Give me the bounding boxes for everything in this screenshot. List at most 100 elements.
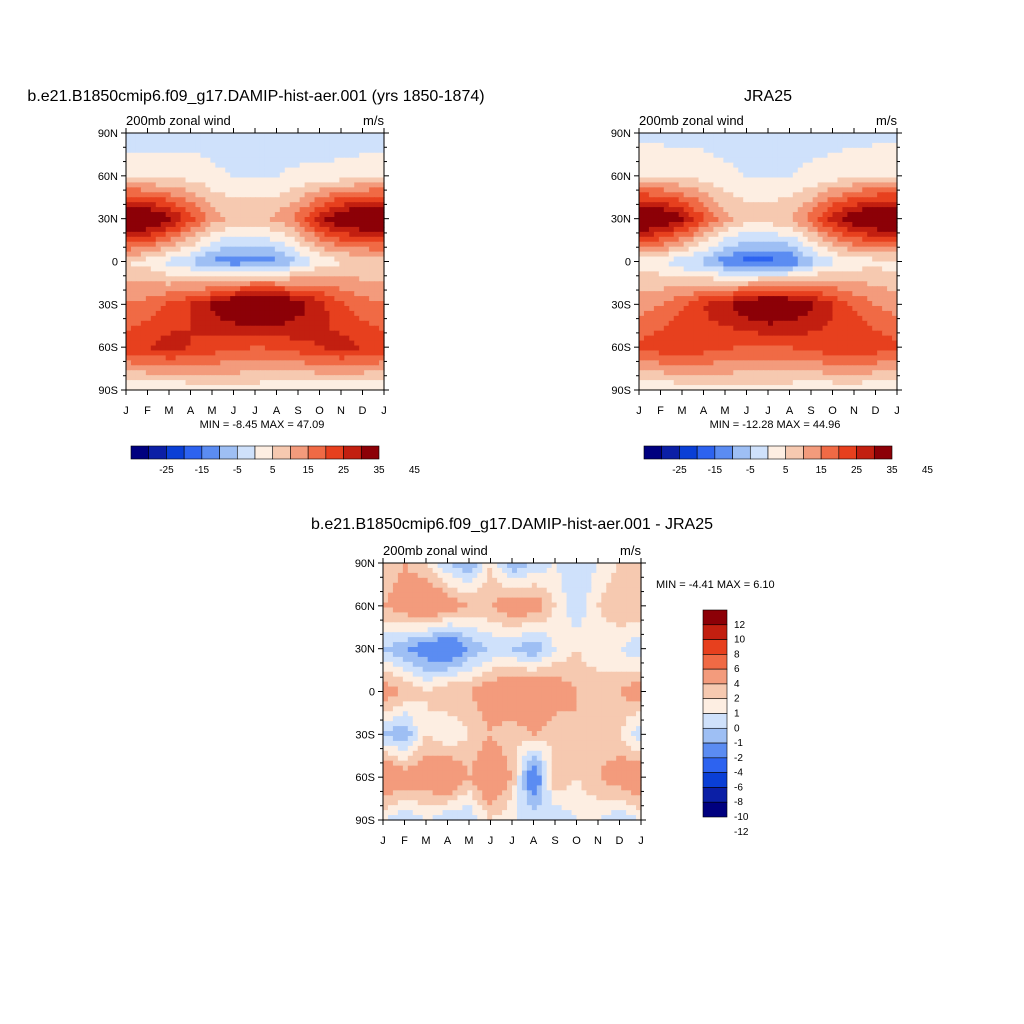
heatmap-cell	[758, 221, 764, 228]
heatmap-cell	[892, 276, 898, 282]
heatmap-cell	[683, 137, 690, 144]
heatmap-cell	[314, 192, 321, 198]
heatmap-cell	[240, 236, 246, 243]
heatmap-cell	[797, 276, 804, 282]
heatmap-cell	[792, 271, 799, 277]
heatmap-cell	[723, 142, 729, 149]
heatmap-cell	[200, 187, 206, 193]
heatmap-cell	[708, 330, 715, 337]
heatmap-cell	[225, 305, 231, 312]
heatmap-cell	[738, 221, 744, 228]
heatmap-cell	[703, 162, 710, 169]
heatmap-cell	[245, 212, 251, 218]
heatmap-cell	[269, 296, 276, 302]
heatmap-cell	[259, 251, 266, 258]
heatmap-cell	[329, 221, 335, 228]
heatmap-cell	[225, 212, 231, 218]
heatmap-cell	[294, 330, 301, 337]
heatmap-cell	[862, 142, 868, 149]
heatmap-cell	[738, 320, 744, 327]
heatmap-cell	[235, 350, 241, 356]
heatmap-cell	[827, 251, 834, 258]
heatmap-cell	[165, 340, 172, 347]
heatmap-cell	[185, 350, 192, 356]
heatmap-cell	[653, 221, 660, 228]
heatmap-cell	[205, 256, 211, 263]
heatmap-cell	[165, 137, 172, 144]
heatmap-cell	[733, 217, 739, 223]
heatmap-cell	[822, 236, 829, 243]
heatmap-cell	[235, 133, 241, 139]
heatmap-cell	[190, 221, 197, 228]
heatmap-cell	[673, 251, 680, 258]
heatmap-cell	[190, 256, 197, 263]
heatmap-cell	[210, 330, 216, 337]
heatmap-cell	[190, 251, 197, 258]
heatmap-cell	[718, 162, 724, 169]
heatmap-cell	[329, 162, 335, 169]
heatmap-cell	[658, 142, 665, 149]
heatmap-cell	[862, 207, 868, 213]
heatmap-cell	[264, 276, 271, 282]
heatmap-cell	[284, 385, 291, 391]
heatmap-cell	[364, 152, 370, 159]
heatmap-cell	[639, 147, 645, 154]
heatmap-cell	[369, 365, 375, 371]
heatmap-cell	[753, 251, 759, 258]
colorbar-swatch	[254, 445, 274, 460]
heatmap-cell	[693, 231, 700, 238]
heatmap-cell	[723, 251, 729, 258]
heatmap-cell	[220, 162, 226, 169]
heatmap-cell	[215, 207, 221, 213]
heatmap-cell	[319, 325, 326, 332]
heatmap-cell	[817, 246, 824, 253]
heatmap-cell	[175, 197, 182, 203]
heatmap-cell	[733, 182, 739, 188]
heatmap-cell	[359, 167, 365, 174]
heatmap-cell	[862, 147, 868, 154]
colorbar-label: -25	[159, 465, 174, 476]
heatmap-cell	[837, 271, 844, 277]
heatmap-cell	[782, 286, 789, 292]
heatmap-cell	[847, 276, 853, 282]
heatmap-cell	[294, 291, 301, 297]
heatmap-cell	[344, 296, 350, 302]
heatmap-cell	[668, 157, 675, 164]
heatmap-cell	[733, 271, 739, 277]
heatmap-cell	[126, 380, 132, 386]
heatmap-cell	[190, 380, 197, 386]
heatmap-cell	[892, 226, 898, 233]
heatmap-cell	[135, 271, 142, 277]
heatmap-cell	[324, 315, 331, 322]
heatmap-cell	[658, 162, 665, 169]
heatmap-cell	[887, 236, 893, 243]
heatmap-cell	[772, 192, 779, 198]
heatmap-cell	[130, 380, 137, 386]
heatmap-cell	[324, 162, 331, 169]
heatmap-cell	[259, 241, 266, 248]
heatmap-cell	[758, 162, 764, 169]
heatmap-cell	[743, 197, 749, 203]
heatmap-cell	[175, 305, 182, 312]
heatmap-cell	[703, 217, 710, 223]
heatmap-cell	[822, 325, 829, 332]
heatmap-cell	[175, 271, 182, 277]
heatmap-cell	[215, 212, 221, 218]
heatmap-cell	[733, 197, 739, 203]
heatmap-cell	[130, 291, 137, 297]
heatmap-cell	[339, 375, 345, 381]
heatmap-cell	[658, 221, 665, 228]
heatmap-cell	[822, 177, 829, 184]
heatmap-cell	[289, 167, 296, 174]
heatmap-cell	[753, 147, 759, 154]
heatmap-cell	[663, 221, 670, 228]
heatmap-cell	[877, 157, 883, 164]
heatmap-cell	[309, 380, 316, 386]
heatmap-cell	[797, 296, 804, 302]
heatmap-cell	[708, 335, 715, 342]
heatmap-cell	[190, 177, 197, 184]
heatmap-cell	[723, 276, 729, 282]
heatmap-cell	[882, 152, 888, 159]
heatmap-cell	[877, 276, 883, 282]
heatmap-cell	[782, 256, 789, 263]
